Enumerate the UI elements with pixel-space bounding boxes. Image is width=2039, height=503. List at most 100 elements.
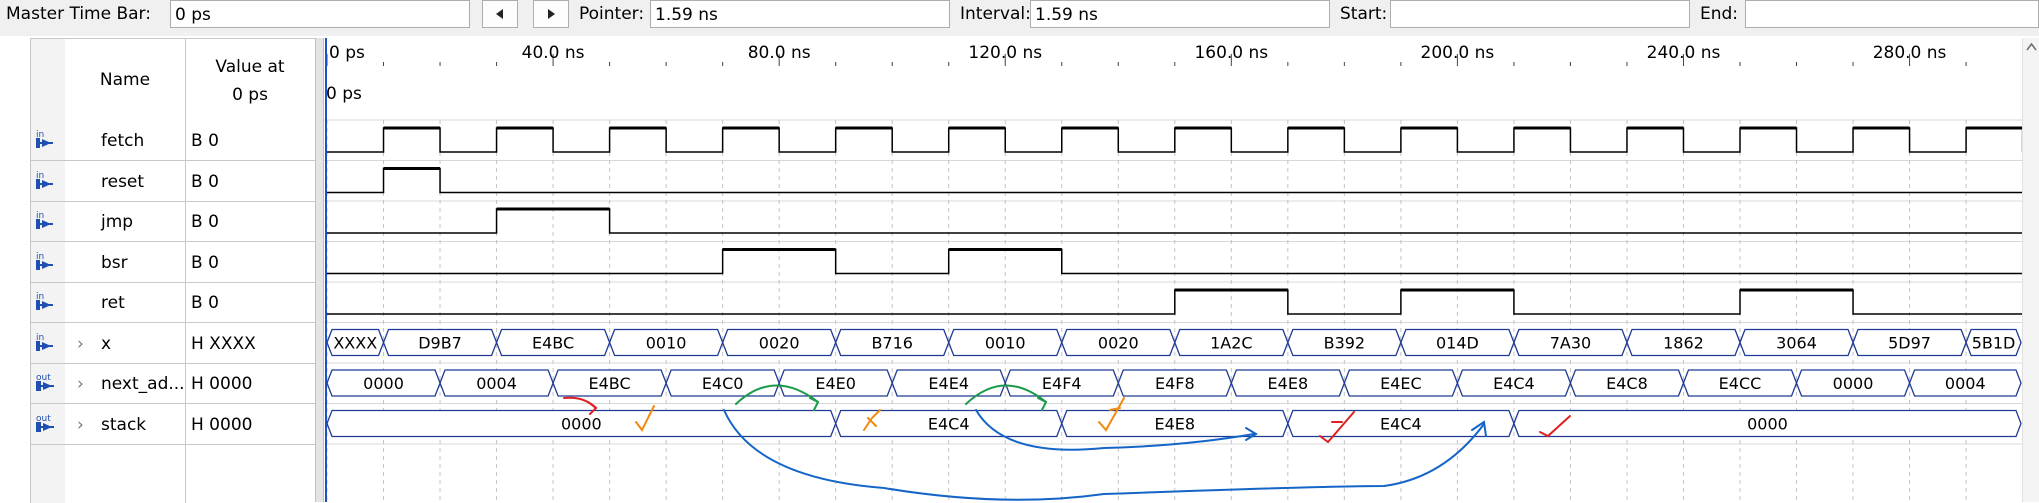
timeline-header[interactable] <box>324 38 2022 120</box>
signal-name: fetch <box>101 131 145 151</box>
expand-chevron-icon[interactable]: › <box>77 414 84 435</box>
annotation-green-arrowhead <box>1037 397 1048 411</box>
next-transition-button[interactable] <box>533 0 569 28</box>
annotation-red-arrow <box>563 396 597 409</box>
waveform-area[interactable]: 0 ps 40.0 ns 80.0 ns 120.0 ns 160.0 ns 200.0 … <box>324 38 2022 502</box>
waveform-fetch <box>327 127 2022 153</box>
triangle-right-icon <box>548 9 555 19</box>
vertical-scrollbar[interactable] <box>2022 38 2039 502</box>
svg-text:in: in <box>36 292 44 302</box>
signal-name: reset <box>101 171 145 192</box>
bus-value: 1A2C <box>1210 334 1252 353</box>
tick-label: 200.0 ns <box>1421 43 1495 63</box>
value-column-header[interactable]: Value at 0 ps <box>185 39 315 121</box>
tick-label: 280.0 ns <box>1873 43 1947 63</box>
start-field[interactable] <box>1390 0 1690 28</box>
expand-chevron-icon[interactable]: › <box>77 333 84 354</box>
interval-field[interactable]: 1.59 ns <box>1030 0 1330 28</box>
signal-name: ret <box>101 293 125 313</box>
bus-value: 0020 <box>759 334 800 353</box>
bus-value: E4F8 <box>1155 374 1195 393</box>
expand-chevron-icon[interactable]: › <box>77 374 84 394</box>
annotation-blue-arrow <box>723 409 1485 501</box>
svg-text:in: in <box>36 252 44 262</box>
scroll-up-icon <box>2026 42 2037 51</box>
bus-value: B392 <box>1324 334 1366 353</box>
bus-value: E4E8 <box>1155 415 1196 434</box>
bus-value: XXXX <box>333 334 377 353</box>
signal-name: bsr <box>101 252 128 273</box>
pointer-label: Pointer: <box>579 4 645 24</box>
signal-name: next_ad... <box>101 374 185 394</box>
start-label: Start: <box>1340 4 1388 24</box>
tick-label: 80.0 ns <box>748 43 811 63</box>
signal-value: B 0 <box>191 212 219 232</box>
signal-row[interactable]: in reset B 0 <box>31 162 316 202</box>
bus-value: 0004 <box>1945 374 1986 393</box>
name-column-header[interactable]: Name <box>99 70 151 90</box>
value-header-line2: 0 ps <box>232 85 268 105</box>
input-pin-icon: in <box>35 209 63 233</box>
cursor-label: 0 ps <box>326 84 362 104</box>
signal-value: H XXXX <box>191 333 256 354</box>
bus-value: E4C0 <box>702 374 744 393</box>
pane-splitter[interactable] <box>315 38 324 502</box>
annotation-green-arrow <box>735 384 819 405</box>
bus-value: 0010 <box>646 334 687 353</box>
bus-value: 0000 <box>1833 374 1874 393</box>
bus-value: E4F4 <box>1042 374 1082 393</box>
bus-value: E4BC <box>589 374 631 393</box>
column-divider <box>185 39 186 503</box>
svg-text:in: in <box>36 333 44 343</box>
bus-value: B716 <box>871 334 913 353</box>
annotation-red-check <box>1319 411 1355 444</box>
annotation-green-arrowhead <box>809 397 820 411</box>
bus-value: D9B7 <box>418 334 462 353</box>
master-time-bar-field[interactable]: 0 ps <box>170 0 470 28</box>
bus-segment <box>1965 328 2022 357</box>
bus-value: 3064 <box>1776 334 1817 353</box>
annotation-red-check <box>1539 415 1571 438</box>
annotation-blue-arrowhead <box>1471 420 1487 437</box>
annotation-orange-check <box>1098 397 1125 432</box>
value-header-line1: Value at <box>215 57 285 77</box>
waveform-jmp <box>327 208 2022 234</box>
svg-text:in: in <box>36 171 44 181</box>
signal-value: B 0 <box>191 252 219 273</box>
signal-row[interactable]: in jmp B 0 <box>31 202 316 242</box>
bus-value: E4C8 <box>1606 374 1648 393</box>
input-pin-icon: in <box>35 128 63 152</box>
signal-value: H 0000 <box>191 414 253 435</box>
bus-value: 1862 <box>1663 334 1704 353</box>
previous-transition-button[interactable] <box>482 0 518 28</box>
bus-value: 0020 <box>1098 334 1139 353</box>
toolbar: Master Time Bar: 0 ps Pointer: 1.59 ns I… <box>0 0 2039 36</box>
svg-text:in: in <box>36 211 44 221</box>
signal-row[interactable]: out › stack H 0000 <box>31 405 316 445</box>
signal-row[interactable]: in fetch B 0 <box>31 121 316 161</box>
signal-name: x <box>101 333 112 354</box>
annotation-orange-check <box>635 405 655 432</box>
bus-value: 014D <box>1436 334 1479 353</box>
annotation-orange-check <box>863 409 881 431</box>
end-label: End: <box>1700 4 1739 24</box>
bus-value: 5D97 <box>1888 334 1931 353</box>
signal-row[interactable]: in › x H XXXX <box>31 324 316 364</box>
signal-value: B 0 <box>191 131 219 151</box>
waveform-ret <box>327 289 2022 315</box>
pointer-field[interactable]: 1.59 ns <box>650 0 950 28</box>
signal-row[interactable]: out › next_ad... H 0000 <box>31 364 316 404</box>
bus-value: E4CC <box>1719 374 1762 393</box>
svg-text:out: out <box>36 373 51 383</box>
bus-value: E4EC <box>1380 374 1422 393</box>
bus-value: 5B1D <box>1972 334 2016 353</box>
master-time-bar-label: Master Time Bar: <box>6 4 151 24</box>
bus-value: E4C4 <box>1380 415 1422 434</box>
signal-row[interactable]: in bsr B 0 <box>31 243 316 283</box>
tick-label: 0 ps <box>329 43 365 63</box>
signal-row[interactable]: in ret B 0 <box>31 283 316 323</box>
bus-value: 0000 <box>561 415 602 434</box>
output-pin-icon: out <box>35 371 63 395</box>
end-field[interactable] <box>1745 0 2039 28</box>
